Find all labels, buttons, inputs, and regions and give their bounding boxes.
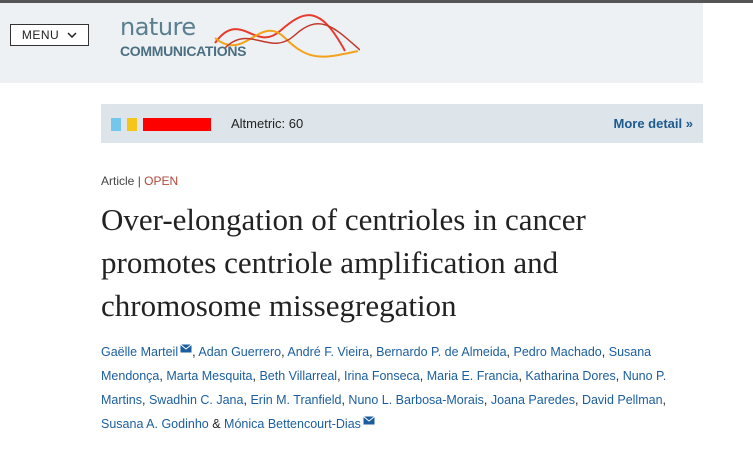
author: Marta Mesquita [166,369,252,383]
author: Joana Paredes [491,393,575,407]
author-separator: , [159,369,163,383]
author: André F. Vieira [287,345,369,359]
author: Nuno L. Barbosa-Morais [348,393,483,407]
author: Gaëlle Marteil [101,344,192,359]
author-link[interactable]: Swadhin C. Jana [148,393,244,407]
author: Nuno P. Martins [101,369,666,407]
author-separator: , [243,393,247,407]
more-detail-link[interactable]: More detail » [614,116,693,131]
author: Irina Fonseca [344,369,420,383]
logo-waves [214,14,360,58]
author: Katharina Dores [525,369,615,383]
more-detail-text: More detail [613,116,683,131]
menu-label: MENU [21,28,60,42]
author: Susana A. Godinho [101,417,209,431]
author-separator: , [141,393,146,407]
site-header: MENU nature COMMUNICATIONS [0,3,703,83]
author-list: Gaëlle Marteil, Adan Guerrero, André F. … [101,340,701,436]
author: Adan Guerrero [198,345,281,359]
altmetric-bar: Altmetric: 60 More detail » [101,104,703,143]
article-title: Over-elongation of centrioles in cancer … [101,202,586,323]
author: Susana Mendonça [101,345,651,383]
author-link[interactable]: Bernardo P. de Almeida [376,345,507,359]
altmetric-label: Altmetric: 60 [231,116,304,131]
author-link[interactable]: Maria E. Francia [426,369,519,383]
email-icon[interactable] [180,344,192,353]
author-separator: , [337,369,341,383]
author: David Pellman [582,393,663,407]
badge-square [127,118,137,131]
top-bar [0,0,753,3]
author-separator: , [662,393,667,407]
article-type: Article [101,174,135,188]
meta-separator: | [137,174,141,188]
author-link[interactable]: Marta Mesquita [166,369,253,383]
article-meta: Article | OPEN [101,174,178,188]
author-separator: , [506,345,511,359]
author-link[interactable]: Nuno P. Martins [101,369,667,407]
author-link[interactable]: Erin M. Tranfield [250,393,342,407]
author-and: & [212,417,221,431]
author-separator: , [341,393,345,407]
author-separator: , [615,369,620,383]
author-link[interactable]: Irina Fonseca [344,369,420,383]
author-link[interactable]: Katharina Dores [525,369,616,383]
author-separator: , [483,393,488,407]
author-separator: , [518,369,522,383]
author: Bernardo P. de Almeida [376,345,506,359]
access-label: OPEN [144,174,179,188]
author-link[interactable]: David Pellman [581,393,663,407]
author-link[interactable]: Susana Mendonça [101,345,652,383]
author: Pedro Machado [514,345,602,359]
author-separator: , [369,345,373,359]
logo-line2: COMMUNICATIONS [120,43,247,59]
author: Swadhin C. Jana [149,393,244,407]
menu-chevron [67,32,77,38]
author-link[interactable]: Nuno L. Barbosa-Morais [348,393,484,407]
author-link[interactable]: Gaëlle Marteil [101,345,179,359]
menu-button[interactable]: MENU [10,24,89,46]
email-icon[interactable] [363,416,375,425]
author-separator: , [192,345,196,359]
author-separator: , [281,345,285,359]
author: Maria E. Francia [427,369,519,383]
badge-square [111,118,121,131]
author-separator: , [601,345,606,359]
author: Beth Villarreal [259,369,337,383]
author-link[interactable]: André F. Vieira [287,345,370,359]
author-link[interactable]: Mónica Bettencourt-Dias [224,417,361,431]
author-link[interactable]: Adan Guerrero [198,345,282,359]
more-detail-icon: » [685,116,693,131]
badge-bar [143,118,211,131]
author-link[interactable]: Joana Paredes [490,393,575,407]
author-link[interactable]: Susana A. Godinho [101,417,209,431]
author-link[interactable]: Beth Villarreal [259,369,338,383]
author: Erin M. Tranfield [250,393,341,407]
author-separator: , [252,369,256,383]
author: Mónica Bettencourt-Dias [224,416,375,431]
author-separator: , [419,369,424,383]
author-separator: , [574,393,579,407]
logo-line1: nature [120,13,196,41]
author-link[interactable]: Pedro Machado [513,345,602,359]
